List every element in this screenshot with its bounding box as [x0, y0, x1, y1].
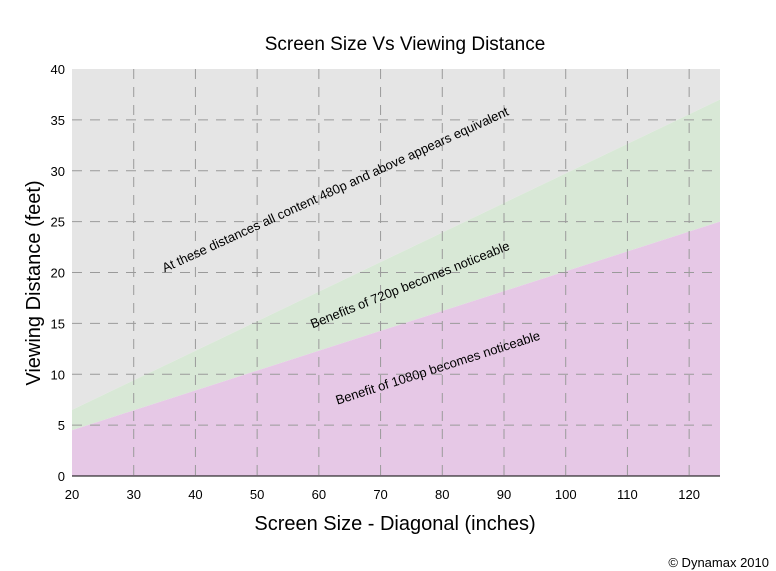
x-tick-label: 50 — [250, 487, 264, 502]
y-tick-label: 10 — [51, 367, 65, 382]
y-tick-label: 15 — [51, 316, 65, 331]
y-tick-label: 30 — [51, 164, 65, 179]
copyright: © Dynamax 2010 — [668, 555, 769, 570]
chart-areas — [72, 69, 720, 476]
x-tick-label: 120 — [678, 487, 700, 502]
x-tick-label: 20 — [65, 487, 79, 502]
x-tick-label: 110 — [617, 487, 638, 502]
x-tick-label: 60 — [312, 487, 326, 502]
y-tick-label: 0 — [58, 469, 65, 484]
x-axis-label: Screen Size - Diagonal (inches) — [254, 513, 535, 535]
x-tick-label: 70 — [373, 487, 387, 502]
area-band-2 — [72, 99, 720, 431]
y-tick-label: 5 — [58, 418, 65, 433]
x-tick-label: 40 — [188, 487, 202, 502]
x-tick-label: 80 — [435, 487, 449, 502]
chart-title: Screen Size Vs Viewing Distance — [265, 34, 546, 55]
y-axis-label: Viewing Distance (feet) — [23, 180, 45, 385]
x-tick-label: 100 — [555, 487, 577, 502]
x-tick-label: 30 — [126, 487, 140, 502]
y-tick-label: 25 — [51, 215, 65, 230]
chart-ticks: 20 30 40 50 60 70 80 90 100 110 120 0 5 10 15 20 25 30 35 4… — [51, 62, 700, 502]
y-tick-label: 20 — [51, 266, 65, 281]
y-tick-label: 35 — [51, 113, 65, 128]
chart-grid — [72, 69, 720, 477]
y-tick-label: 40 — [51, 62, 65, 77]
x-tick-label: 90 — [497, 487, 511, 502]
area-band-3 — [72, 221, 720, 476]
area-band-1 — [72, 69, 720, 410]
